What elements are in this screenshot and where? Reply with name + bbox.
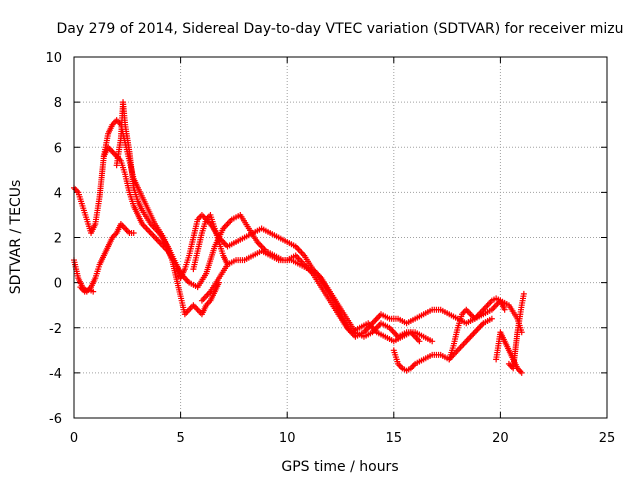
y-tick-label: -4 xyxy=(49,367,62,382)
y-tick-label: 8 xyxy=(54,96,62,111)
satellite-track-5 xyxy=(100,144,436,345)
satellite-track-6 xyxy=(190,211,231,273)
chart-title: Day 279 of 2014, Sidereal Day-to-day VTE… xyxy=(57,21,624,37)
satellite-track-8 xyxy=(390,315,495,374)
x-tick-label: 10 xyxy=(279,431,296,446)
satellite-track-4 xyxy=(77,284,97,295)
data-point xyxy=(520,290,527,297)
y-axis-label: SDTVAR / TECUs xyxy=(8,180,24,295)
plot-frame xyxy=(73,56,608,419)
data-point xyxy=(488,315,495,322)
y-tick-label: -2 xyxy=(49,322,62,337)
y-tick-label: 6 xyxy=(54,141,62,156)
data-point xyxy=(416,338,423,345)
satellite-track-3 xyxy=(71,220,137,295)
data-point xyxy=(518,369,525,376)
x-tick-label: 15 xyxy=(386,431,403,446)
y-tick-label: 0 xyxy=(54,277,62,292)
satellite-track-10 xyxy=(493,329,525,376)
x-tick-label: 5 xyxy=(176,431,184,446)
x-tick-label: 0 xyxy=(70,431,78,446)
y-tick-label: -6 xyxy=(49,412,62,427)
y-tick-label: 10 xyxy=(45,51,62,66)
x-tick-label: 25 xyxy=(599,431,616,446)
data-points xyxy=(71,99,527,376)
y-tick-label: 4 xyxy=(54,186,62,201)
satellite-track-11 xyxy=(505,290,527,372)
data-point xyxy=(501,306,508,313)
data-point xyxy=(90,288,97,295)
x-axis-label: GPS time / hours xyxy=(281,459,398,475)
data-point xyxy=(130,229,137,236)
x-tick-label: 20 xyxy=(492,431,509,446)
data-point xyxy=(429,338,436,345)
satellite-track-9 xyxy=(446,295,508,363)
y-tick-label: 2 xyxy=(54,232,62,247)
